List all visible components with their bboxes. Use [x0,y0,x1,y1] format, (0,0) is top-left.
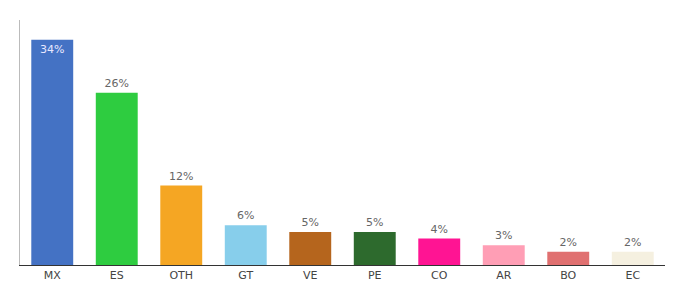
svg-text:VE: VE [303,269,318,282]
svg-text:CO: CO [431,269,448,282]
svg-text:MX: MX [44,269,61,282]
svg-text:ES: ES [110,269,124,282]
svg-text:OTH: OTH [169,269,193,282]
svg-text:PE: PE [368,269,382,282]
svg-text:5%: 5% [366,216,383,229]
svg-text:BO: BO [560,269,576,282]
svg-text:4%: 4% [431,223,448,236]
svg-text:34%: 34% [40,43,64,56]
svg-text:6%: 6% [237,209,254,222]
svg-text:3%: 3% [495,229,512,242]
svg-text:2%: 2% [560,236,577,249]
svg-text:12%: 12% [169,170,193,183]
svg-text:EC: EC [625,269,640,282]
svg-text:GT: GT [238,269,253,282]
svg-text:5%: 5% [302,216,319,229]
svg-text:2%: 2% [624,236,641,249]
svg-text:AR: AR [496,269,512,282]
svg-text:26%: 26% [105,77,129,90]
